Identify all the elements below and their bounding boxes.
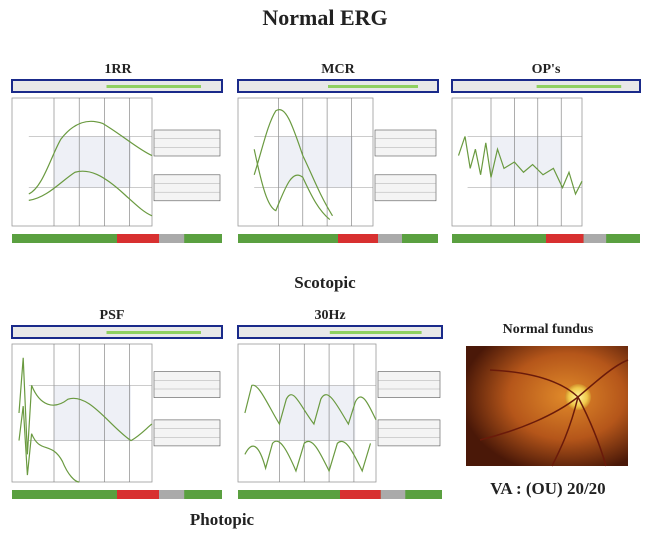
status-red: [340, 490, 381, 499]
status-red: [117, 490, 159, 499]
panel-label: MCR: [321, 62, 355, 77]
header-progress: [329, 331, 422, 334]
waveform: [254, 149, 330, 219]
waveform: [459, 136, 583, 194]
figure-title: Normal ERG: [262, 5, 387, 30]
erg-panel: [11, 325, 223, 499]
result-table: [153, 371, 221, 398]
result-table: [374, 129, 437, 157]
waveform: [19, 358, 152, 455]
status-gray: [583, 234, 607, 243]
waveform: [245, 441, 371, 471]
section-label: Scotopic: [294, 273, 356, 292]
fundus-image: [466, 346, 629, 467]
waveform: [245, 385, 376, 424]
plot-shade: [54, 136, 131, 188]
status-red: [546, 234, 584, 243]
plot-shade: [54, 385, 131, 441]
section-label: Photopic: [190, 510, 255, 529]
panel-label: 30Hz: [314, 308, 345, 323]
header-progress: [328, 85, 418, 88]
erg-panel: [451, 79, 641, 243]
status-gray: [159, 234, 185, 243]
fundus-title: Normal fundus: [503, 322, 594, 337]
header-progress: [536, 85, 622, 88]
header-progress: [106, 331, 201, 334]
vessels: [479, 359, 629, 467]
result-table: [374, 174, 437, 202]
result-table: [153, 129, 221, 157]
erg-panel: [237, 79, 439, 243]
fundus-background: [466, 346, 628, 466]
result-table: [153, 174, 221, 202]
result-table: [377, 419, 441, 447]
status-gray: [159, 490, 185, 499]
status-red: [117, 234, 159, 243]
status-gray: [378, 234, 402, 243]
erg-panel: [237, 325, 443, 499]
panel-label: PSF: [100, 308, 125, 323]
fundus-caption: VA : (OU) 20/20: [490, 479, 605, 498]
panel-label: 1RR: [104, 62, 132, 77]
waveform: [29, 121, 152, 194]
panel-label: OP's: [532, 62, 561, 77]
plot-shade: [491, 136, 563, 188]
result-table: [153, 419, 221, 447]
erg-panel: [11, 79, 223, 243]
status-gray: [380, 490, 406, 499]
status-red: [338, 234, 378, 243]
result-table: [377, 371, 441, 398]
waveform: [29, 171, 152, 216]
waveform: [19, 406, 79, 482]
header-progress: [106, 85, 201, 88]
waveform: [254, 110, 332, 216]
